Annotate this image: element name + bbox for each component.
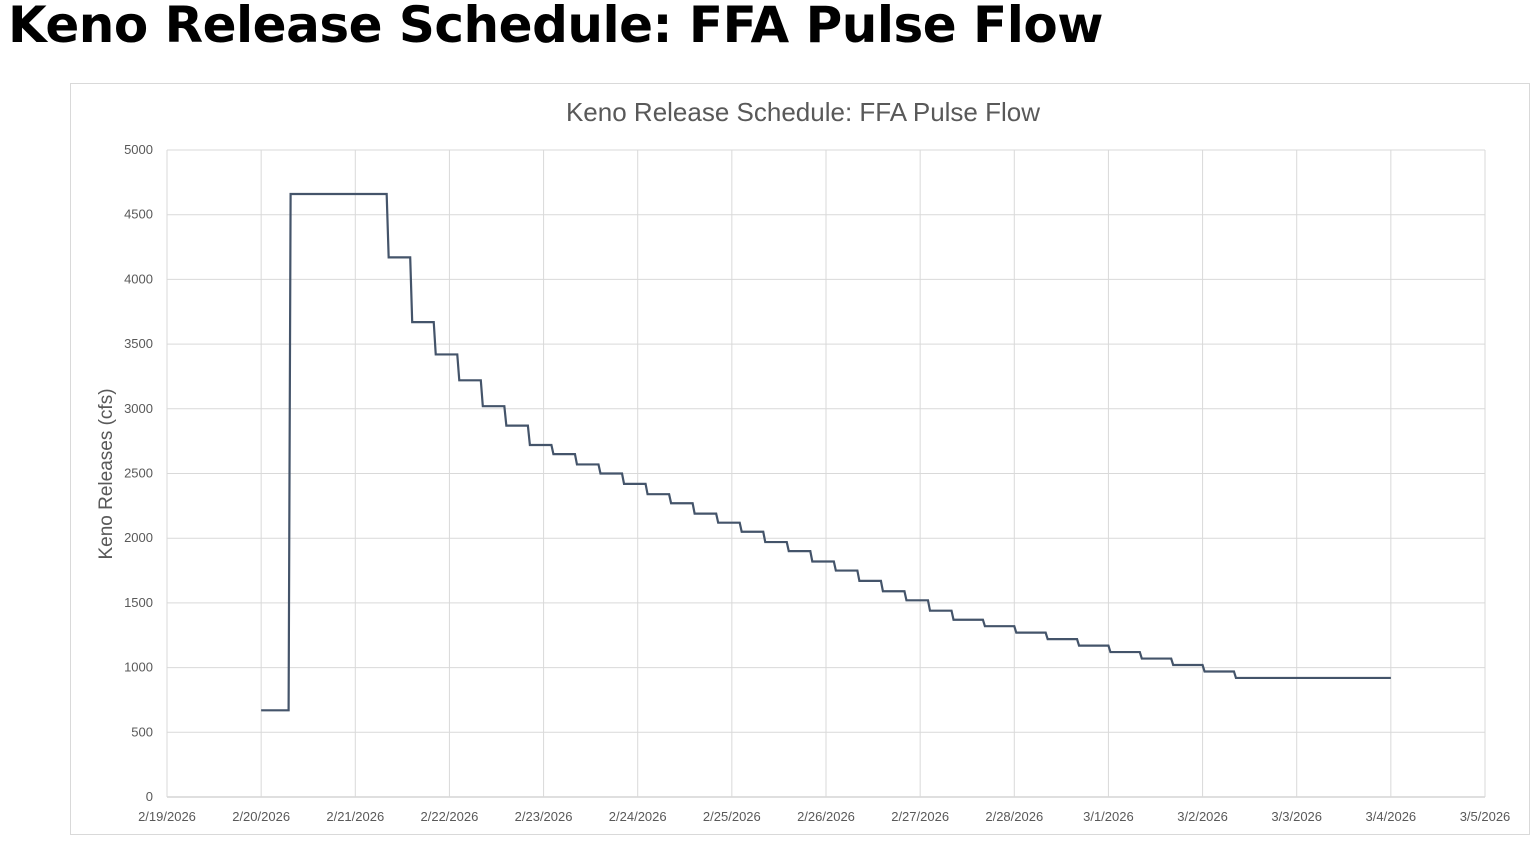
y-tick-label: 3000: [124, 401, 153, 416]
y-tick-label: 3500: [124, 336, 153, 351]
y-tick-label: 0: [146, 789, 153, 804]
y-tick-label: 1000: [124, 660, 153, 675]
x-tick-label: 2/21/2026: [326, 809, 384, 824]
x-tick-label: 2/27/2026: [891, 809, 949, 824]
chart-container: [70, 83, 1530, 835]
y-tick-label: 1500: [124, 595, 153, 610]
x-tick-label: 2/28/2026: [985, 809, 1043, 824]
release-flow-line: [261, 192, 1391, 712]
x-tick-label: 2/22/2026: [421, 809, 479, 824]
y-tick-label: 4000: [124, 271, 153, 286]
y-tick-label: 5000: [124, 142, 153, 157]
page-title: Keno Release Schedule: FFA Pulse Flow: [8, 0, 1103, 54]
x-tick-label: 3/3/2026: [1271, 809, 1322, 824]
x-tick-label: 3/5/2026: [1460, 809, 1511, 824]
x-tick-label: 3/1/2026: [1083, 809, 1134, 824]
y-tick-label: 2500: [124, 466, 153, 481]
y-axis-label: Keno Releases (cfs): [96, 388, 117, 559]
x-tick-label: 2/23/2026: [515, 809, 573, 824]
x-tick-label: 2/24/2026: [609, 809, 667, 824]
x-tick-label: 2/19/2026: [138, 809, 196, 824]
chart-title: Keno Release Schedule: FFA Pulse Flow: [566, 97, 1040, 127]
y-tick-label: 500: [131, 724, 153, 739]
x-tick-label: 2/20/2026: [232, 809, 290, 824]
x-tick-label: 3/2/2026: [1177, 809, 1228, 824]
x-tick-label: 2/25/2026: [703, 809, 761, 824]
y-tick-label: 2000: [124, 530, 153, 545]
x-tick-label: 3/4/2026: [1366, 809, 1417, 824]
y-tick-label: 4500: [124, 207, 153, 222]
x-tick-label: 2/26/2026: [797, 809, 855, 824]
